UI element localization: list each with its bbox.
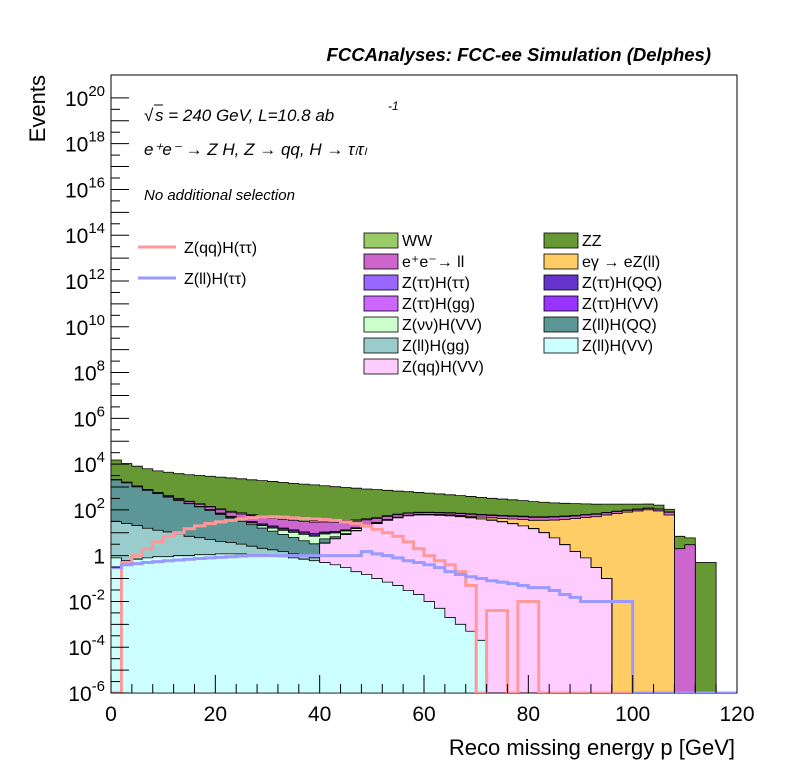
legend-fill-label: eγ → eZ(ll) [582, 254, 660, 271]
legend-fill-label: Z(ττ)H(VV) [582, 296, 659, 313]
legend-fill-swatch [543, 274, 579, 291]
chart-title: FCCAnalyses: FCC-ee Simulation (Delphes) [327, 44, 711, 65]
legend-fill-swatch [543, 232, 579, 249]
x-tick-label: 20 [204, 703, 227, 726]
y-tick-label: 1012 [65, 266, 105, 294]
y-tick-label: 10-2 [68, 586, 105, 614]
stack-layer [111, 459, 737, 693]
annotation-selection: No additional selection [144, 187, 295, 204]
axis-layer: 0 20 40 60 80 100 120 10-6 10-4 10-2 1 102 104 106 108… [65, 83, 755, 726]
legend-fill-label: e⁺e⁻→ ll [402, 254, 464, 271]
legend-line-label: Z(ll)H(ττ) [184, 271, 246, 288]
y-tick-label: 10-6 [68, 678, 105, 706]
y-tick-label: 1 [93, 546, 105, 569]
legend-fill-swatch [363, 295, 399, 312]
legend-fill-swatch [363, 316, 399, 333]
x-tick-label: 80 [517, 703, 540, 726]
annotation-group: √ s = 240 GeV, L=10.8 ab -1 e⁺e⁻ → Z H, … [144, 99, 399, 204]
y-tick-label: 1018 [65, 129, 105, 157]
legend-fill-label: Z(ττ)H(gg) [402, 296, 475, 313]
x-tick-label: 100 [615, 703, 650, 726]
line-series-1 [111, 550, 737, 693]
line-layer [111, 515, 737, 693]
legend-fill-label: Z(ll)H(VV) [582, 338, 653, 355]
legend-fill-label: Z(ττ)H(ττ) [402, 275, 470, 292]
line-series-0 [111, 515, 737, 693]
legend-fill-label: ZZ [582, 233, 602, 250]
x-tick-label: 60 [412, 703, 435, 726]
legend-fill-label: Z(νν)H(VV) [402, 317, 482, 334]
y-tick-label: 108 [73, 358, 105, 386]
legend-fill-label: Z(ττ)H(QQ) [582, 275, 662, 292]
legend-fill-swatch [543, 316, 579, 333]
legend-fill-swatch [363, 337, 399, 354]
annotation-sqrt-s: s = 240 GeV, L=10.8 ab [155, 106, 334, 125]
legend-fill-swatch [363, 358, 399, 375]
sqrt-symbol: √ [144, 106, 154, 125]
legend-fill-swatch [363, 232, 399, 249]
y-tick-label: 102 [73, 495, 105, 523]
y-tick-label: 10-4 [68, 632, 105, 660]
legend-fill-swatch [363, 253, 399, 270]
y-tick-label: 1016 [65, 174, 105, 202]
y-tick-label: 1014 [65, 220, 105, 248]
x-tick-label: 40 [308, 703, 331, 726]
y-axis-label: Events [25, 75, 50, 142]
y-tick-label: 106 [73, 403, 105, 431]
plot-area: 0 20 40 60 80 100 120 10-6 10-4 10-2 1 102 104 106 108… [65, 74, 755, 726]
legend-fill-swatch [543, 337, 579, 354]
legend-fill-swatch [363, 274, 399, 291]
x-tick-label: 0 [105, 703, 117, 726]
legend-fill-label: Z(ll)H(gg) [402, 338, 470, 355]
x-axis-label: Reco missing energy p [GeV] [449, 735, 735, 760]
x-tick-label: 120 [719, 703, 754, 726]
stack-series-0 [111, 553, 737, 693]
legend-fill-swatch [543, 253, 579, 270]
legend-fill-label: WW [402, 233, 433, 250]
annotation-lumi-exponent: -1 [388, 99, 399, 113]
legend: Z(qq)H(ττ) Z(ll)H(ττ) WW e⁺e⁻→ ll Z(ττ)H(ττ)… [138, 232, 662, 376]
legend-line-label: Z(qq)H(ττ) [184, 240, 257, 257]
y-tick-label: 1010 [65, 312, 105, 340]
y-tick-label: 104 [73, 449, 105, 477]
legend-fill-label: Z(qq)H(VV) [402, 359, 484, 376]
y-tick-label: 1020 [65, 83, 105, 111]
annotation-process: e⁺e⁻ → Z H, Z → qq, H → τₗτₗ [144, 140, 368, 159]
legend-fill-swatch [543, 295, 579, 312]
legend-fill-label: Z(ll)H(QQ) [582, 317, 657, 334]
